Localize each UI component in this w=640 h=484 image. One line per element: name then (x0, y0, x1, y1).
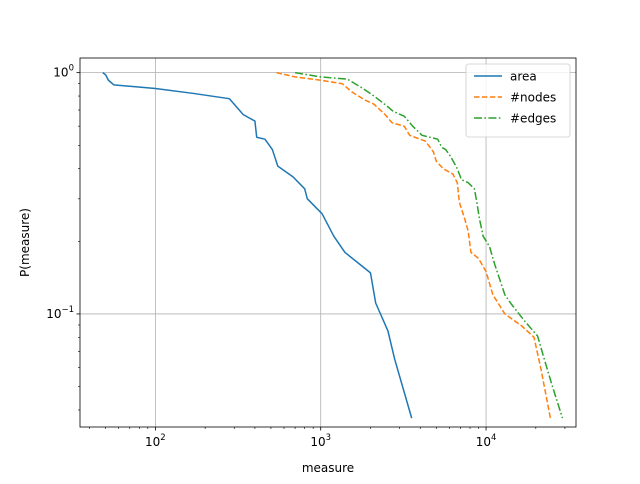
legend-label-2: #nodes (510, 91, 556, 105)
x-tick-label: 103 (310, 433, 331, 449)
x-tick-label: 104 (476, 433, 497, 449)
x-axis-label: measure (302, 461, 354, 475)
plot-frame (79, 57, 577, 428)
series-lines (102, 71, 564, 419)
legend-label-3: #edges (510, 112, 556, 126)
y-tick-label: 10−1 (46, 305, 74, 321)
series-line-3 (294, 71, 564, 419)
x-tick-label: 102 (145, 433, 166, 449)
y-axis-label: P(measure) (18, 208, 32, 277)
legend: area #nodes #edges (465, 63, 571, 138)
legend-label-1: area (510, 70, 537, 84)
y-tick-label: 100 (53, 64, 74, 80)
series-line-2 (276, 71, 552, 419)
series-line-1 (102, 72, 413, 419)
axis-ticks: 102 103 104 10−1 100 (46, 64, 566, 449)
